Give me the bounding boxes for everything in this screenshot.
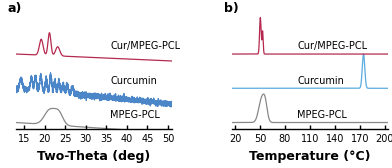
- Text: a): a): [8, 2, 22, 15]
- X-axis label: Two-Theta (deg): Two-Theta (deg): [37, 150, 151, 163]
- Text: Cur/MPEG-PCL: Cur/MPEG-PCL: [111, 41, 180, 51]
- Text: MPEG-PCL: MPEG-PCL: [111, 110, 160, 120]
- X-axis label: Temperature (°C): Temperature (°C): [249, 150, 370, 163]
- Text: MPEG-PCL: MPEG-PCL: [298, 110, 347, 120]
- Text: Curcumin: Curcumin: [298, 76, 344, 86]
- Text: Curcumin: Curcumin: [111, 76, 157, 86]
- Text: Cur/MPEG-PCL: Cur/MPEG-PCL: [298, 41, 367, 51]
- Text: b): b): [224, 2, 239, 15]
